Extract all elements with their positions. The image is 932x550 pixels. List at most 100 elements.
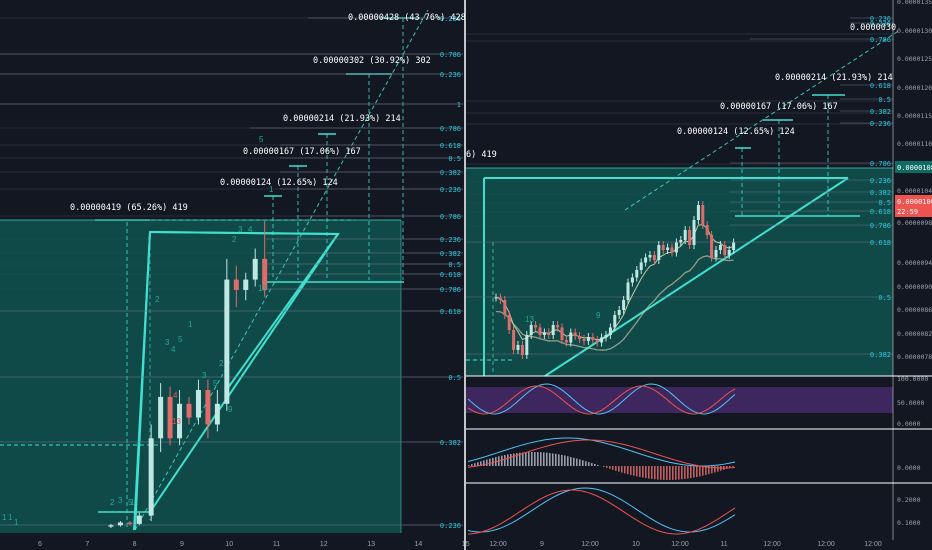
count-label: 4 [248, 225, 253, 234]
macd-bar [708, 466, 710, 475]
macd-bar [576, 458, 578, 466]
right-target-labels: 13 9 0.00000214 (21.93%) 214 0.00000167 (17… [466, 23, 896, 324]
candle-body [158, 396, 164, 439]
macd-bar [504, 455, 506, 466]
fib-label: 0.5 [448, 261, 461, 269]
candle-body [723, 245, 727, 255]
fib-label: 0.5 [878, 294, 891, 302]
x-tick-label: 11 [720, 541, 727, 548]
x-tick-label: 10 [225, 541, 233, 548]
count-label: 1 [2, 513, 7, 522]
fib-label: 0.236 [440, 15, 461, 23]
fib-label: 0.236 [870, 120, 891, 128]
fib-label: 0.786 [870, 160, 891, 168]
macd-bar [612, 466, 614, 470]
macd-bar [579, 459, 581, 466]
moving-average-slow [495, 255, 734, 351]
count-label: 13 [258, 284, 267, 293]
candle-body [661, 245, 665, 250]
macd-bar [534, 452, 536, 466]
macd-bar [561, 454, 563, 466]
macd-bar [672, 466, 674, 480]
macd-line-blue [467, 437, 736, 467]
fib-label: 0.786 [440, 51, 461, 59]
oscillator-line-red [467, 489, 736, 535]
candle-body [727, 250, 731, 255]
candle-body [648, 255, 652, 258]
candle-body [630, 277, 634, 283]
candle-body [710, 235, 714, 258]
left-candles [108, 220, 268, 528]
candle-body [705, 225, 709, 235]
x-tick-label: 12:00 [864, 541, 882, 548]
candle-body [652, 255, 656, 260]
macd-line-red [467, 439, 736, 469]
fib-label: 0.786 [440, 286, 461, 294]
macd-bar [675, 466, 677, 480]
candle-body [177, 403, 183, 439]
current-price-text: 0.00001084 [897, 164, 932, 172]
macd-bar [633, 466, 635, 476]
target-label: 0.00000167 (17.06%) 167 [243, 147, 361, 157]
candle-body [639, 262, 643, 270]
candle-body [644, 257, 648, 263]
macd-bar [666, 466, 668, 480]
candle-body [547, 332, 551, 335]
target-label: 0.00000124 (12.65%) 124 [220, 178, 338, 188]
candle-body [586, 337, 590, 341]
fib-label: 0.236 [440, 236, 461, 244]
macd-bar [522, 452, 524, 466]
candle-body [529, 325, 533, 335]
candle-body [233, 279, 239, 290]
candle-body [494, 297, 498, 299]
fib-label: 0.5 [448, 155, 461, 163]
right-projection-zone [466, 168, 893, 376]
macd-bar [654, 466, 656, 480]
macd-bar [615, 466, 617, 471]
count-label: 9 [228, 405, 233, 414]
candle-body [604, 335, 608, 338]
candle-body [542, 332, 546, 335]
macd-bar [648, 466, 650, 479]
target-label: 0.0000030 [850, 23, 896, 33]
rsi-line-blue [467, 383, 736, 415]
macd-bar [639, 466, 641, 478]
count-label: 3 [165, 338, 170, 347]
candle-body [674, 242, 678, 253]
count-label: 4 [171, 345, 176, 354]
candle-body [498, 297, 502, 300]
candle-body [582, 339, 586, 341]
candle-body [622, 300, 626, 310]
macd-bar [663, 466, 665, 480]
fib-label: 1 [457, 101, 461, 109]
candle-body [718, 245, 722, 250]
macd-bar [588, 462, 590, 466]
fib-label: 0.786 [870, 222, 891, 230]
macd-bar [624, 466, 626, 474]
macd-bar [555, 453, 557, 466]
candle-body [617, 310, 621, 315]
candle-body [569, 332, 573, 343]
count-label: 3 [238, 225, 243, 234]
candle-body [666, 247, 670, 250]
left-target-labels: 0.00000428 (43.76%) 428 0.00000302 (30.92… [70, 13, 466, 213]
candle-body [714, 250, 718, 258]
fib-label: 0.786 [440, 213, 461, 221]
candle-body [534, 325, 538, 328]
candle-body [148, 438, 154, 516]
macd-bar [525, 452, 527, 466]
right-candles [494, 201, 736, 359]
candle-body [595, 340, 599, 343]
target-label: 0.00000428 (43.76%) 428 [348, 13, 466, 23]
macd-bar [528, 452, 530, 466]
left-fib-levels: 0.2360.7860.23610.7860.6180.50.3820.2360… [0, 15, 463, 530]
x-tick-label: 10 [632, 541, 640, 548]
fib-label: 0.618 [870, 239, 891, 247]
x-tick-label: 14 [415, 541, 423, 548]
fib-label: 0.618 [440, 142, 461, 150]
macd-bar [618, 466, 620, 472]
macd-bar [609, 466, 611, 469]
